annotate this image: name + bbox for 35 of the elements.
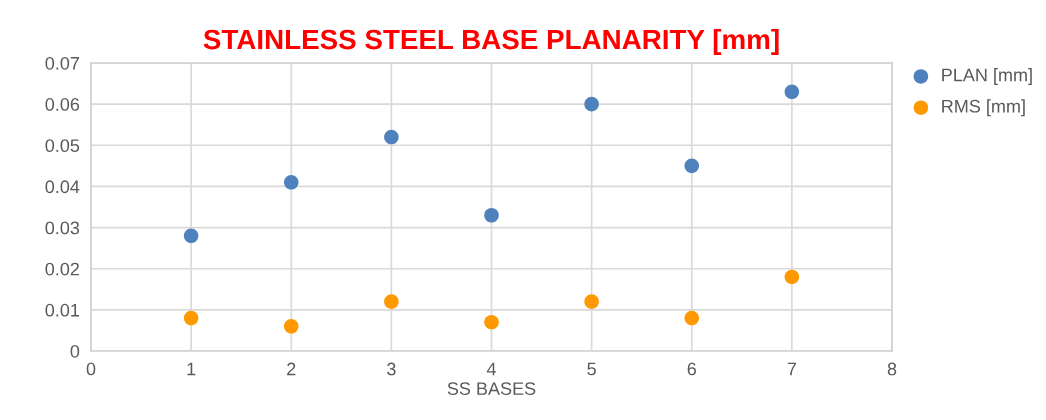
- point: [183, 310, 199, 326]
- point: [484, 314, 499, 330]
- y-tick-label: 0.03: [45, 221, 80, 235]
- legend-label: RMS [mm]: [942, 99, 1025, 117]
- point: [784, 84, 800, 100]
- y-tick-label: 0.07: [45, 56, 79, 70]
- x-tick-label: 5: [587, 362, 596, 376]
- x-tick-label: 2: [287, 362, 296, 376]
- x-axis-title: SS BASES: [447, 382, 536, 395]
- point: [684, 310, 700, 326]
- x-tick-label: 3: [387, 362, 396, 376]
- y-tick-label: 0.06: [45, 98, 80, 111]
- y-tick-label: 0.05: [45, 139, 80, 153]
- y-tick-label: 0.01: [45, 303, 80, 317]
- x-tick-label: 6: [687, 362, 696, 376]
- point: [283, 319, 299, 334]
- point: [384, 294, 399, 309]
- legend-label: PLAN [mm]: [942, 68, 1032, 85]
- y-tick-label: 0.02: [45, 262, 79, 276]
- point: [784, 269, 800, 285]
- x-tick-label: 0: [86, 362, 96, 376]
- x-tick-label: 7: [787, 362, 796, 376]
- y-tick-label: 0: [70, 344, 80, 358]
- x-tick-label: 4: [486, 362, 496, 376]
- x-tick-label: 1: [187, 362, 196, 376]
- point: [384, 129, 399, 145]
- point: [183, 228, 199, 244]
- point: [484, 207, 499, 223]
- point: [684, 158, 700, 174]
- chart-title: STAINLESS STEEL BASE PLANARITY [mm]: [203, 28, 779, 55]
- point: [584, 294, 599, 309]
- y-tick-label: 0.04: [45, 180, 80, 194]
- point: [283, 175, 299, 190]
- point: [584, 96, 599, 112]
- x-tick-label: 8: [887, 362, 897, 376]
